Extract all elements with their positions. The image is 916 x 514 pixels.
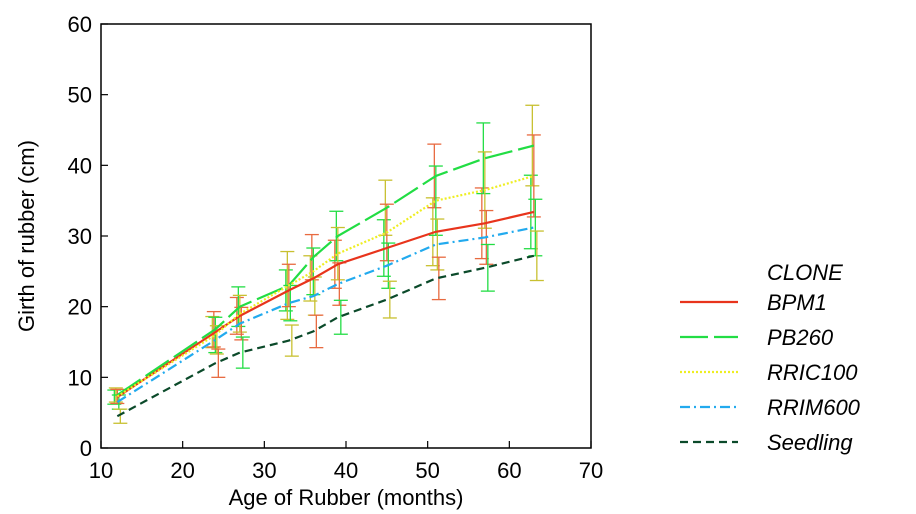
legend: CLONE BPM1 PB260 RRIC100 RRIM600 Seedling [680,260,861,455]
error-bar [113,408,128,424]
legend-label: RRIC100 [767,360,858,385]
error-bar [309,314,324,349]
x-tick-label: 10 [89,458,113,483]
error-bar [529,230,544,282]
x-tick-label: 40 [334,458,358,483]
series-line-seedling [116,254,535,418]
y-tick-label: 40 [68,153,92,178]
error-bar [428,165,443,236]
legend-title: CLONE [767,260,843,285]
x-axis-title: Age of Rubber (months) [229,485,464,510]
error-bar [333,299,348,335]
series-line-rrim600 [116,226,535,403]
error-bar [235,336,250,369]
error-bar [208,316,223,354]
y-tick-label: 10 [68,365,92,390]
error-bar [430,218,445,271]
y-tick-label: 20 [68,295,92,320]
legend-label: RRIM600 [767,395,861,420]
x-tick-label: 50 [415,458,439,483]
series-lines [116,144,535,418]
x-tick-label: 70 [579,458,603,483]
legend-label: PB260 [767,325,834,350]
legend-label: BPM1 [767,290,827,315]
error-bar [476,122,491,195]
y-tick-label: 50 [68,83,92,108]
error-bar [304,233,319,281]
x-tick-label: 30 [252,458,276,483]
series-line-pb260 [116,144,535,396]
y-tick-label: 60 [68,12,92,37]
x-tick-label: 60 [497,458,521,483]
y-tick-label: 0 [80,436,92,461]
series-line-rric100 [116,174,535,398]
error-bar [284,324,299,357]
error-bar [211,348,226,378]
error-bar [382,280,397,319]
legend-label: Seedling [767,430,853,455]
error-bar [480,243,495,292]
y-axis-title: Girth of rubber (cm) [14,140,39,332]
error-bars [107,104,544,424]
y-tick-label: 30 [68,224,92,249]
series-line-bpm1 [116,210,535,399]
x-tick-label: 20 [170,458,194,483]
